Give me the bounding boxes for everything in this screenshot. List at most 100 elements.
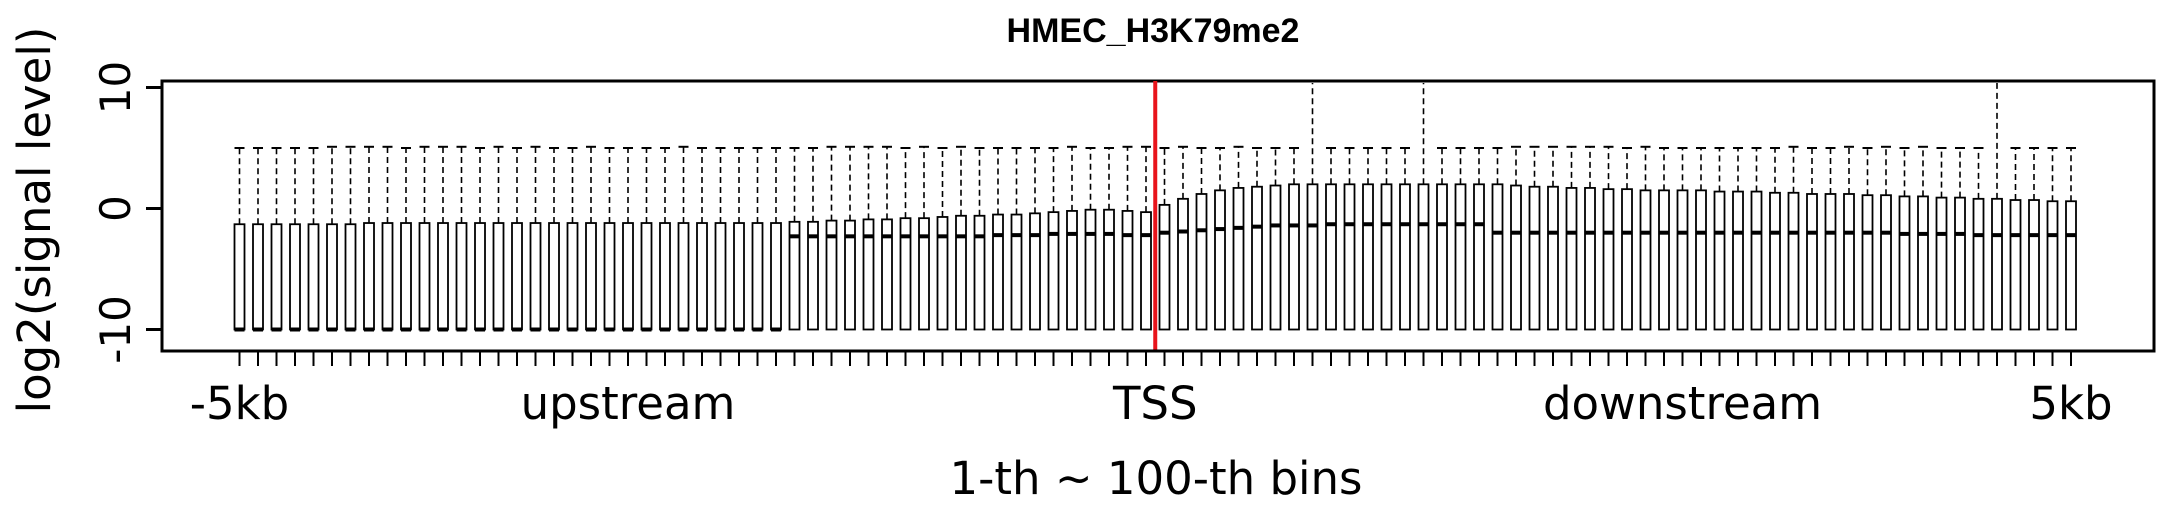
y-tick-label: 10 [91, 61, 140, 114]
box [252, 223, 264, 331]
box [344, 223, 357, 331]
box [1454, 183, 1467, 331]
box-bin-46 [1066, 145, 1078, 331]
box-bin-53 [1195, 147, 1208, 331]
box [1880, 194, 1892, 331]
box-bin-94 [1954, 147, 1966, 331]
box [1658, 189, 1670, 331]
box [1288, 183, 1300, 331]
box [844, 219, 856, 331]
box-bin-74 [1584, 145, 1596, 331]
box [1491, 183, 1504, 331]
box [400, 222, 412, 331]
box-bin-14 [474, 147, 486, 332]
box-bin-1 [233, 147, 246, 332]
box-bin-35 [862, 145, 875, 331]
box [1436, 183, 1448, 331]
box-bin-4 [289, 147, 301, 332]
box [2046, 200, 2059, 331]
box-bin-56 [1251, 147, 1263, 331]
box-bin-98 [2028, 147, 2040, 331]
box-bin-63 [1380, 147, 1393, 331]
box-bin-29 [751, 147, 764, 332]
box-bin-61 [1343, 147, 1356, 331]
box [1140, 211, 1152, 331]
box [2009, 199, 2022, 331]
box [2028, 199, 2040, 331]
box-bin-68 [1473, 147, 1485, 331]
box [733, 222, 745, 331]
box [1935, 196, 1948, 331]
box-bin-87 [1824, 147, 1837, 331]
box [233, 223, 246, 331]
box [1843, 193, 1855, 331]
box [1713, 190, 1726, 331]
box-bin-44 [1029, 147, 1041, 331]
box-bin-76 [1621, 147, 1633, 331]
box-bin-16 [511, 147, 523, 332]
box-bin-59 [1306, 83, 1319, 331]
box [566, 222, 579, 331]
box-bin-42 [992, 147, 1004, 331]
box-bin-90 [1880, 145, 1892, 331]
box [289, 223, 301, 331]
box-bin-50 [1140, 145, 1152, 331]
box-bin-97 [2009, 147, 2022, 331]
box-bin-32 [807, 147, 819, 331]
box [1898, 195, 1911, 331]
box [918, 217, 930, 331]
box-bin-99 [2046, 147, 2059, 331]
box [1029, 212, 1041, 331]
box [862, 218, 875, 331]
box-bin-15 [492, 145, 505, 332]
box-bin-84 [1769, 147, 1781, 331]
box [640, 222, 653, 331]
box-bin-67 [1454, 147, 1467, 331]
box [1528, 185, 1541, 331]
box-bin-64 [1399, 147, 1411, 331]
box-bin-45 [1047, 147, 1060, 331]
box [326, 223, 338, 331]
box [529, 222, 542, 331]
box-bin-49 [1121, 145, 1134, 331]
box-bin-24 [659, 147, 671, 332]
box-bin-22 [622, 147, 634, 332]
region-label: upstream [521, 377, 736, 430]
box [1621, 188, 1633, 331]
box-bin-2 [252, 147, 264, 332]
box-bin-7 [344, 145, 357, 332]
box-bin-86 [1806, 147, 1818, 331]
box [1732, 190, 1744, 331]
box-bin-66 [1436, 147, 1448, 331]
box [1972, 197, 1985, 331]
box [455, 222, 468, 331]
box-bin-85 [1787, 145, 1800, 331]
box [1769, 191, 1781, 331]
box-bin-47 [1084, 147, 1097, 331]
box [1991, 197, 2003, 331]
box-bin-8 [363, 145, 375, 332]
y-tick-label: -10 [91, 295, 140, 364]
box [659, 222, 671, 331]
box [603, 222, 616, 331]
box-bin-60 [1325, 147, 1337, 331]
box-bin-34 [844, 145, 856, 331]
box [437, 222, 449, 331]
box [936, 216, 949, 331]
box [1269, 184, 1282, 331]
box [1695, 189, 1707, 331]
box [1084, 208, 1097, 331]
box [585, 222, 597, 331]
box-bin-65 [1417, 83, 1430, 331]
box [381, 222, 394, 331]
box-bin-11 [418, 145, 431, 332]
box-bin-20 [585, 145, 597, 332]
box-bin-89 [1861, 147, 1874, 331]
box-bin-88 [1843, 145, 1855, 331]
box-bin-78 [1658, 147, 1670, 331]
region-label: downstream [1543, 377, 1822, 430]
box-bin-75 [1602, 145, 1615, 331]
box [1750, 190, 1763, 331]
box [1047, 211, 1060, 331]
box [1954, 196, 1966, 331]
